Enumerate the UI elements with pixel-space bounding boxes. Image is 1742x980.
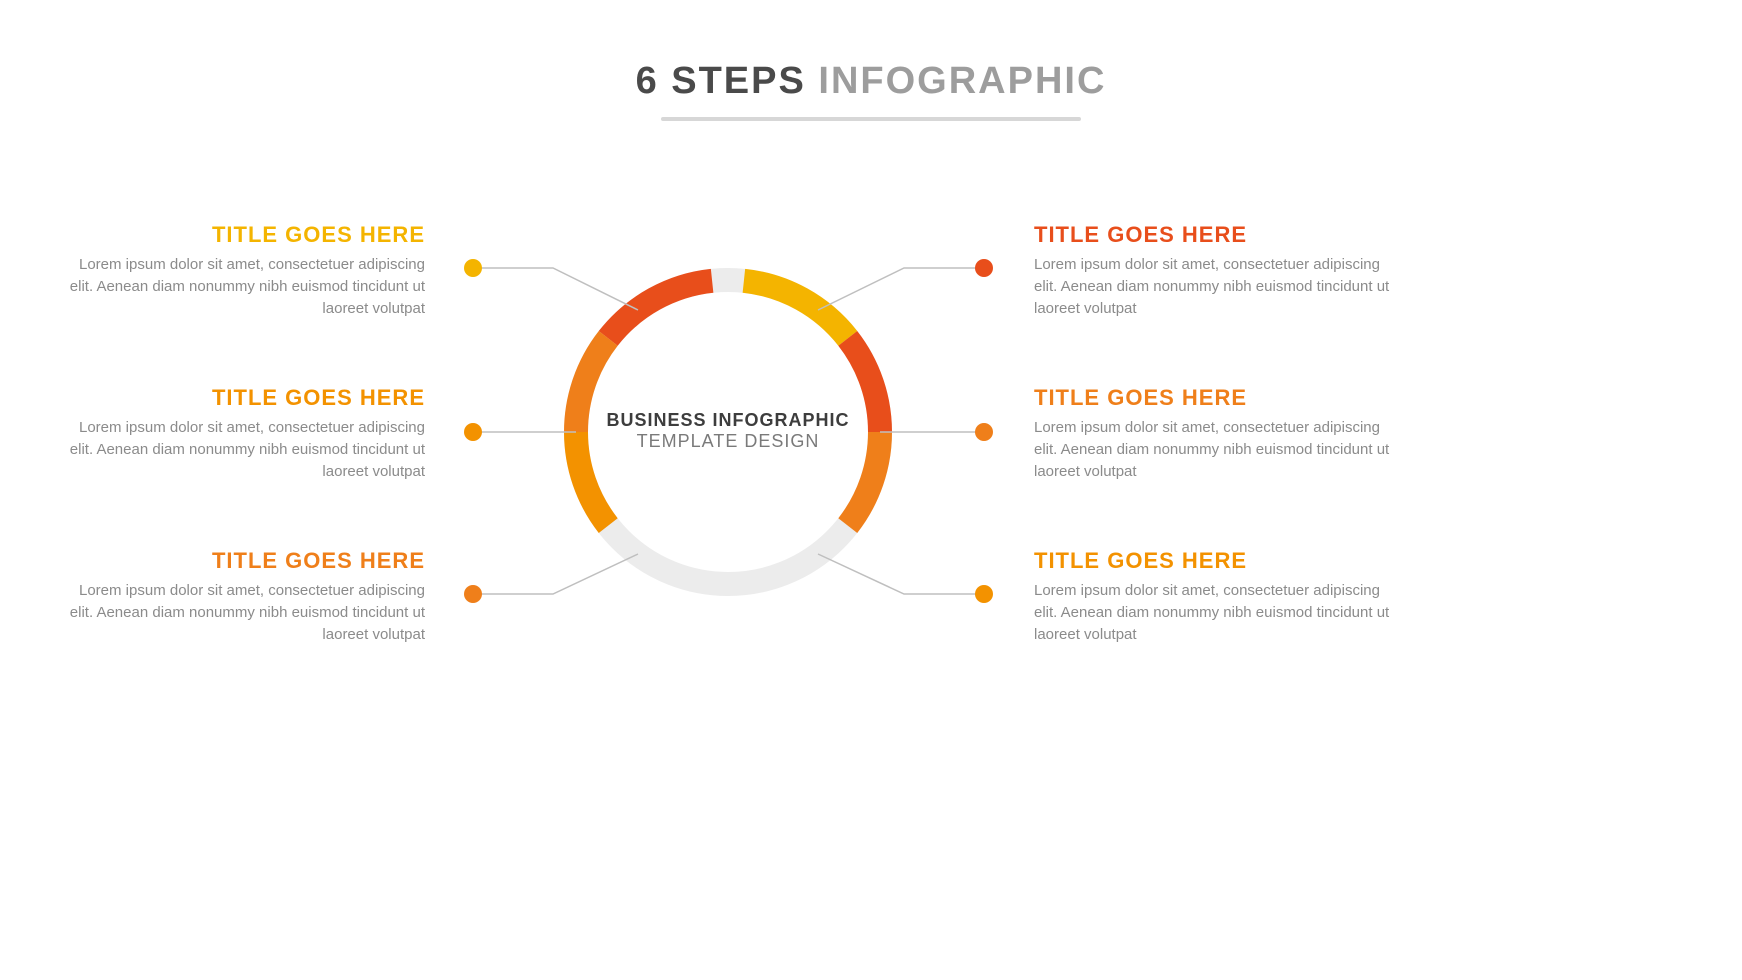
connector-line-0 <box>473 268 638 310</box>
step-item-2: TITLE GOES HERE Lorem ipsum dolor sit ame… <box>65 548 425 645</box>
step-title-5: TITLE GOES HERE <box>1034 548 1394 574</box>
step-item-3: TITLE GOES HERE Lorem ipsum dolor sit ame… <box>1034 222 1394 319</box>
step-body-1: Lorem ipsum dolor sit amet, consectetuer… <box>65 417 425 482</box>
connector-line-5 <box>818 554 984 594</box>
center-label-line1: BUSINESS INFOGRAPHIC <box>578 410 878 431</box>
connector-dot-1 <box>464 423 482 441</box>
infographic-canvas: 6 STEPS INFOGRAPHIC BUSINESS INFOGRAPHIC… <box>0 0 1742 980</box>
step-title-2: TITLE GOES HERE <box>65 548 425 574</box>
step-title-4: TITLE GOES HERE <box>1034 385 1394 411</box>
step-body-3: Lorem ipsum dolor sit amet, consectetuer… <box>1034 254 1394 319</box>
step-title-1: TITLE GOES HERE <box>65 385 425 411</box>
step-item-5: TITLE GOES HERE Lorem ipsum dolor sit ame… <box>1034 548 1394 645</box>
ring-segment-1 <box>608 281 712 339</box>
step-item-0: TITLE GOES HERE Lorem ipsum dolor sit ame… <box>65 222 425 319</box>
step-item-4: TITLE GOES HERE Lorem ipsum dolor sit ame… <box>1034 385 1394 482</box>
step-body-0: Lorem ipsum dolor sit amet, consectetuer… <box>65 254 425 319</box>
connector-dot-2 <box>464 585 482 603</box>
ring-segment-0 <box>744 281 848 339</box>
connector-dot-4 <box>975 423 993 441</box>
center-label: BUSINESS INFOGRAPHIC TEMPLATE DESIGN <box>578 410 878 452</box>
connector-dot-5 <box>975 585 993 603</box>
diagram-svg <box>0 0 1742 980</box>
connector-line-3 <box>818 268 984 310</box>
step-body-5: Lorem ipsum dolor sit amet, consectetuer… <box>1034 580 1394 645</box>
connector-line-2 <box>473 554 638 594</box>
step-title-3: TITLE GOES HERE <box>1034 222 1394 248</box>
step-title-0: TITLE GOES HERE <box>65 222 425 248</box>
step-body-4: Lorem ipsum dolor sit amet, consectetuer… <box>1034 417 1394 482</box>
connector-dot-0 <box>464 259 482 277</box>
connector-dot-3 <box>975 259 993 277</box>
step-item-1: TITLE GOES HERE Lorem ipsum dolor sit ame… <box>65 385 425 482</box>
step-body-2: Lorem ipsum dolor sit amet, consectetuer… <box>65 580 425 645</box>
center-label-line2: TEMPLATE DESIGN <box>578 431 878 452</box>
